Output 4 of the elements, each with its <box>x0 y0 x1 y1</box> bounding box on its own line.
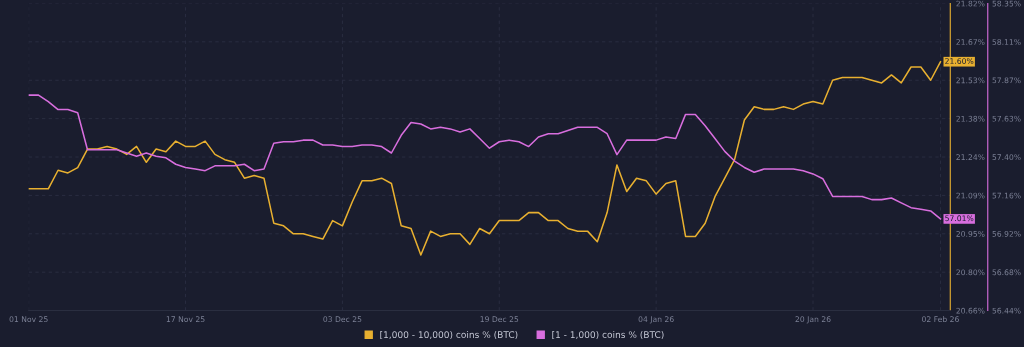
legend-label: [1,000 - 10,000) coins % (BTC) <box>380 331 518 340</box>
line-series <box>28 94 942 220</box>
line-series <box>28 60 942 256</box>
legend-label: [1 - 1,000) coins % (BTC) <box>552 331 664 340</box>
